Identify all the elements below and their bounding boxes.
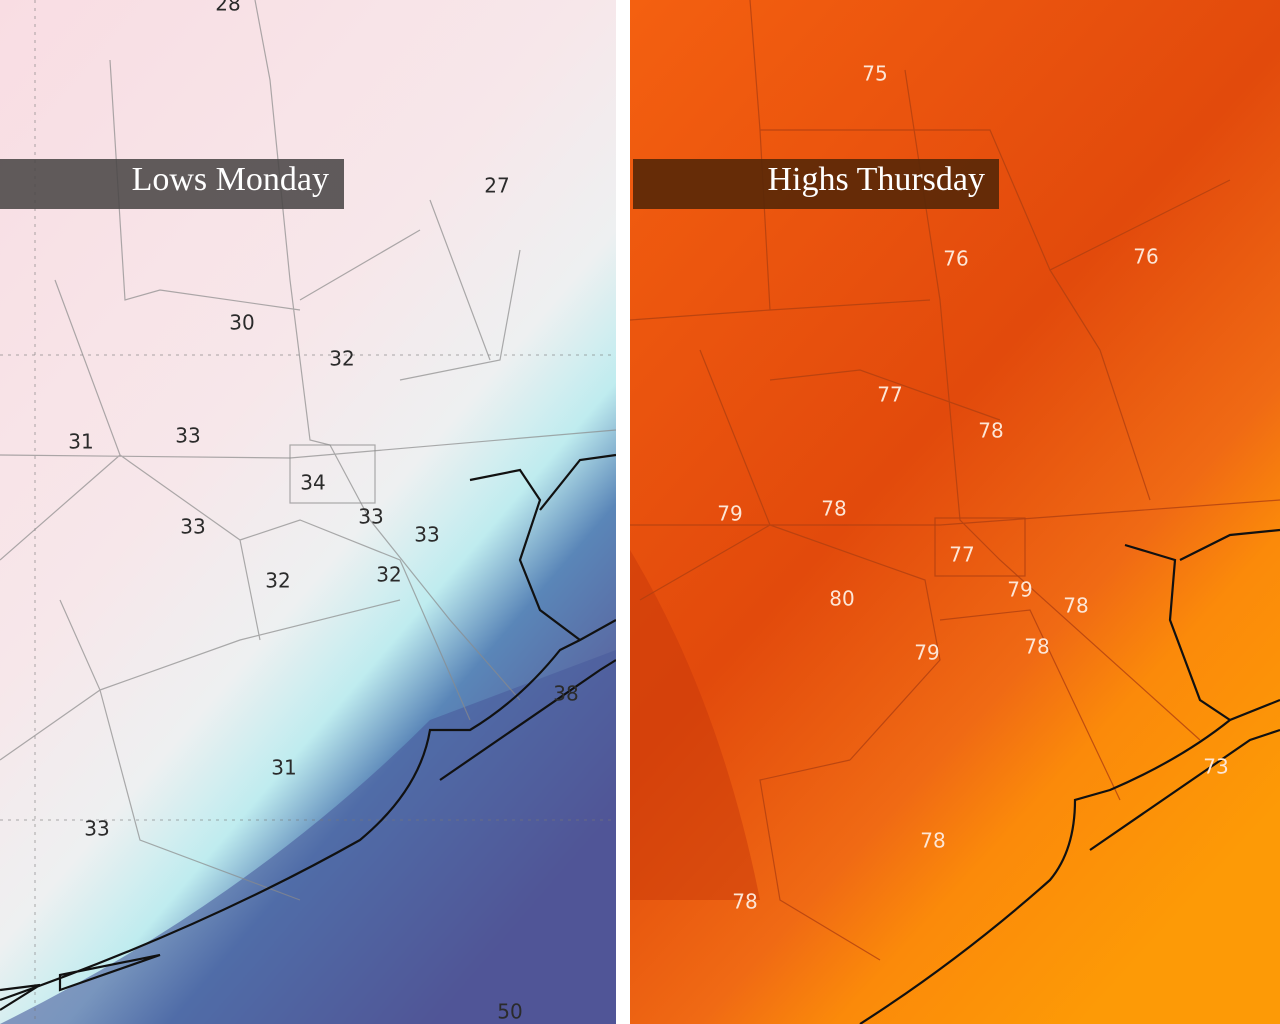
temperature-label: 32 [265,569,290,593]
panel-title: Highs Thursday [767,161,985,198]
temperature-label: 78 [732,890,757,914]
temperature-label: 79 [914,641,939,665]
ocean [0,650,616,1024]
temperature-label: 38 [553,682,578,706]
temperature-label: 79 [1007,578,1032,602]
hot-area [630,550,760,900]
temperature-label: 76 [1133,245,1158,269]
title-box [0,159,344,209]
temperature-label: 33 [358,505,383,529]
label-layer: 28 27 30 32 31 33 34 33 33 33 32 32 38 31 33 50 [68,0,578,1024]
temperature-label: 78 [1063,594,1088,618]
temperature-label: 73 [1203,755,1228,779]
temperature-label: 78 [1024,635,1049,659]
temperature-label: 77 [877,383,902,407]
temperature-label: 33 [180,515,205,539]
temperature-label: 33 [175,424,200,448]
temperature-label: 30 [229,311,254,335]
temperature-label: 34 [300,471,325,495]
temperature-label: 32 [329,347,354,371]
panel-title: Lows Monday [132,161,329,198]
divider [616,0,630,1024]
temperature-label: 33 [414,523,439,547]
temperature-label: 75 [862,62,887,86]
temperature-label: 31 [271,756,296,780]
temperature-label: 78 [920,829,945,853]
coastline [859,528,1280,1024]
temperature-label: 80 [829,587,854,611]
label-layer: 75 76 76 77 78 79 78 77 79 78 80 79 78 73 78 78 [717,62,1228,914]
temperature-label: 79 [717,502,742,526]
temperature-label: 33 [84,817,109,841]
county-lines [289,444,376,504]
title-box [633,159,999,209]
temperature-label: 76 [943,247,968,271]
county-lines [630,0,1280,961]
left-map: 28 27 30 32 31 33 34 33 33 33 32 32 38 31 33 50 [0,0,616,1024]
right-map: 75 76 76 77 78 79 78 77 79 78 80 79 78 73 78 78 [630,0,1280,1024]
temperature-label: 28 [215,0,240,16]
coastline [0,453,616,1011]
temperature-label: 78 [978,419,1003,443]
temperature-label: 78 [821,497,846,521]
county-lines [934,517,1026,577]
temperature-label: 31 [68,430,93,454]
temperature-label: 32 [376,563,401,587]
temperature-label: 27 [484,174,509,198]
temperature-label: 50 [497,1000,522,1024]
temperature-label: 77 [949,543,974,567]
